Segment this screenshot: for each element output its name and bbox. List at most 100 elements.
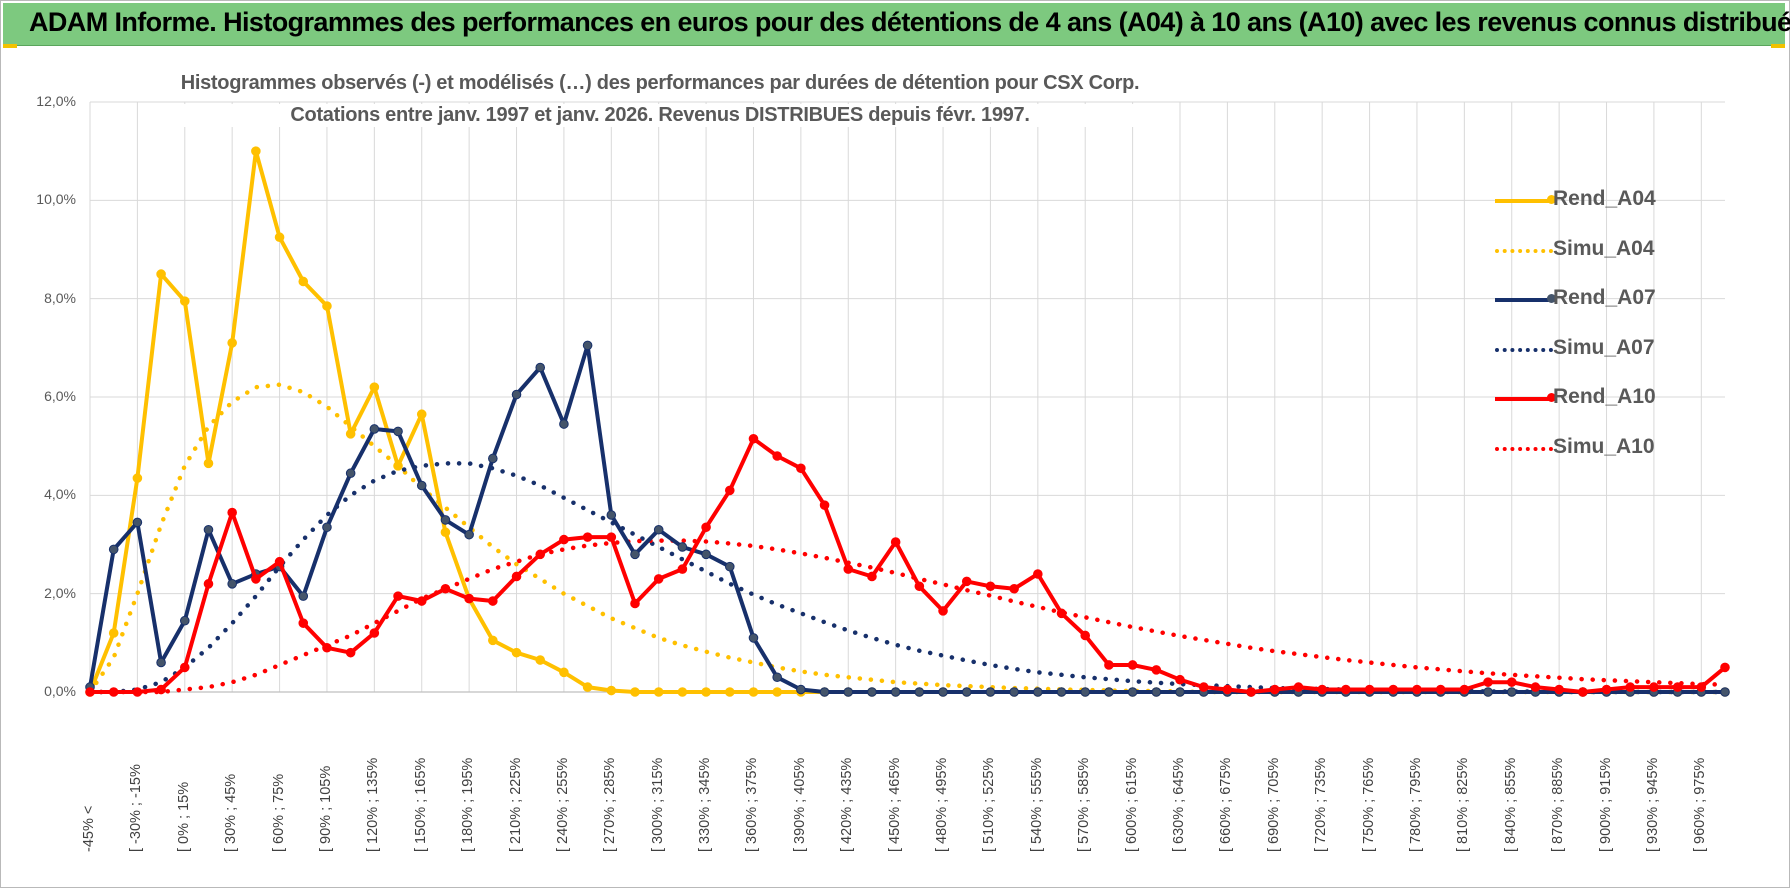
x-tick-label: [ 810% ; 825% xyxy=(1455,757,1472,852)
series-rend-a04 xyxy=(88,149,1725,694)
point-rend-a10 xyxy=(1720,662,1730,673)
point-rend-a04 xyxy=(488,635,498,646)
point-rend-a07 xyxy=(1151,687,1162,697)
point-rend-a10 xyxy=(179,662,190,673)
corner-accent-right xyxy=(1771,44,1785,48)
point-rend-a07 xyxy=(1127,687,1138,697)
point-rend-a10 xyxy=(914,581,925,592)
point-rend-a10 xyxy=(985,581,996,592)
point-rend-a04 xyxy=(251,146,261,156)
point-rend-a07 xyxy=(179,615,190,626)
point-rend-a10 xyxy=(843,564,854,574)
point-rend-a10 xyxy=(1388,684,1399,695)
x-tick-label: [ 510% ; 525% xyxy=(981,757,998,852)
point-rend-a04 xyxy=(108,628,119,638)
point-rend-a04 xyxy=(772,687,782,697)
point-rend-a10 xyxy=(1175,674,1185,685)
point-rend-a07 xyxy=(1483,687,1493,697)
point-rend-a04 xyxy=(677,687,688,697)
point-rend-a07 xyxy=(1056,687,1067,697)
x-tick-label: [ 30% ; 45% xyxy=(223,773,240,852)
point-rend-a07 xyxy=(890,687,901,697)
point-rend-a07 xyxy=(677,542,688,552)
point-rend-a07 xyxy=(961,687,972,697)
x-tick-label: [ 240% ; 255% xyxy=(554,757,571,852)
point-rend-a07 xyxy=(748,633,759,643)
x-tick-label: [ 750% ; 765% xyxy=(1360,757,1377,852)
point-rend-a10 xyxy=(630,598,640,609)
point-rend-a10 xyxy=(251,574,261,584)
point-rend-a07 xyxy=(985,687,996,697)
series-simu-a07 xyxy=(87,461,1728,695)
point-rend-a04 xyxy=(156,269,166,279)
legend-swatch xyxy=(1495,298,1553,302)
y-tick-label: 0,0% xyxy=(44,683,76,699)
point-rend-a10 xyxy=(274,556,285,567)
point-rend-a10 xyxy=(890,537,901,547)
point-rend-a10 xyxy=(1009,583,1019,594)
y-tick-label: 4,0% xyxy=(44,486,76,503)
point-rend-a10 xyxy=(677,564,688,574)
point-rend-a04 xyxy=(132,473,143,483)
point-rend-a04 xyxy=(274,232,285,243)
point-rend-a07 xyxy=(653,524,664,535)
series-simu-a04 xyxy=(87,382,1728,695)
point-rend-a07 xyxy=(914,687,925,697)
report-title: ADAM Informe. Histogrammes des performan… xyxy=(29,7,1790,37)
point-rend-a10 xyxy=(1222,684,1233,695)
point-rend-a04 xyxy=(416,409,427,420)
point-rend-a10 xyxy=(1435,684,1446,695)
x-tick-label: [ -30% ; -15% xyxy=(128,764,145,852)
x-tick-label: [ 450% ; 465% xyxy=(886,757,903,852)
point-rend-a07 xyxy=(416,480,427,491)
point-rend-a10 xyxy=(1601,684,1612,695)
y-tick-label: 8,0% xyxy=(44,289,76,306)
point-rend-a10 xyxy=(1459,684,1470,695)
x-tick-label: [ 180% ; 195% xyxy=(460,757,477,852)
point-rend-a10 xyxy=(796,463,806,474)
point-rend-a10 xyxy=(156,684,166,695)
point-rend-a07 xyxy=(393,426,403,437)
point-rend-a07 xyxy=(464,529,474,540)
point-rend-a10 xyxy=(1578,687,1588,697)
point-rend-a07 xyxy=(559,419,569,429)
x-tick-label: [ 960% ; 975% xyxy=(1692,757,1709,852)
y-tick-label: 12,0% xyxy=(36,93,76,109)
legend-marker xyxy=(1547,294,1556,303)
point-rend-a10 xyxy=(1625,682,1636,692)
legend-swatch xyxy=(1495,397,1553,401)
legend-swatch xyxy=(1495,248,1553,253)
point-rend-a07 xyxy=(606,510,617,520)
point-rend-a07 xyxy=(819,687,830,697)
legend-marker xyxy=(1547,195,1556,204)
point-rend-a04 xyxy=(322,301,332,311)
x-tick-label: [ 120% ; 135% xyxy=(365,757,382,852)
point-rend-a04 xyxy=(535,655,546,665)
point-rend-a04 xyxy=(724,687,735,697)
point-rend-a04 xyxy=(440,527,451,538)
point-rend-a10 xyxy=(1554,684,1564,695)
point-rend-a04 xyxy=(748,687,759,697)
x-tick-label: [ 90% ; 105% xyxy=(317,765,334,852)
legend-label: Rend_A04 xyxy=(1553,187,1656,210)
point-rend-a10 xyxy=(203,579,214,589)
x-tick-label: [ 570% ; 585% xyxy=(1076,757,1093,852)
x-tick-label: [ 600% ; 615% xyxy=(1123,757,1140,852)
point-rend-a10 xyxy=(535,549,546,560)
point-rend-a10 xyxy=(1198,682,1209,692)
y-tick-label: 6,0% xyxy=(44,388,76,404)
point-rend-a10 xyxy=(1269,684,1280,695)
point-rend-a10 xyxy=(108,687,119,697)
point-rend-a10 xyxy=(369,628,380,638)
x-tick-label: [ 540% ; 555% xyxy=(1028,757,1045,852)
point-rend-a07 xyxy=(535,362,546,373)
point-rend-a04 xyxy=(298,276,309,287)
report-banner: ADAM Informe. Histogrammes des performan… xyxy=(3,3,1790,46)
x-tick-label: [ 270% ; 285% xyxy=(602,757,619,852)
x-tick-label: [ 930% ; 945% xyxy=(1644,757,1661,852)
corner-accent-left xyxy=(3,44,17,48)
point-rend-a10 xyxy=(724,485,735,496)
point-rend-a04 xyxy=(393,461,403,471)
point-rend-a10 xyxy=(488,596,498,606)
